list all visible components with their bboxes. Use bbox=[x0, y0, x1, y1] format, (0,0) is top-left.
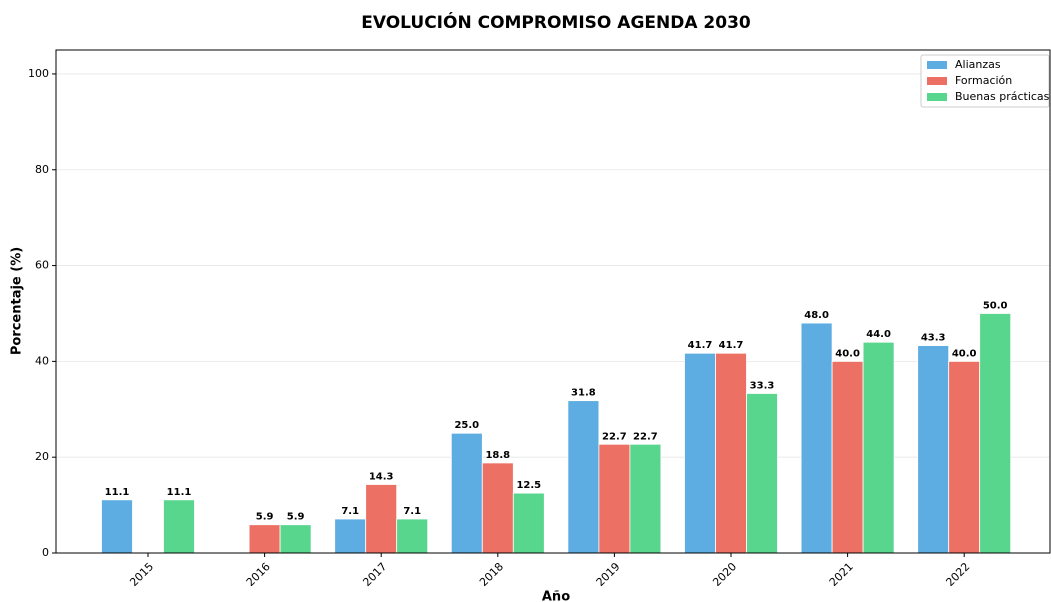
chart-title: EVOLUCIÓN COMPROMISO AGENDA 2030 bbox=[361, 11, 751, 33]
value-label: 31.8 bbox=[571, 388, 596, 399]
bar bbox=[101, 499, 133, 554]
y-tick-label: 60 bbox=[35, 259, 49, 272]
plot-frame bbox=[55, 49, 1051, 554]
bar bbox=[248, 524, 281, 554]
bar bbox=[334, 518, 367, 554]
value-label: 50.0 bbox=[983, 300, 1008, 311]
value-label: 14.3 bbox=[369, 471, 394, 482]
value-label: 43.3 bbox=[921, 333, 946, 344]
y-tick-label: 0 bbox=[42, 546, 49, 559]
x-tick-label: 2015 bbox=[127, 560, 156, 589]
y-axis-label: Porcentaje (%) bbox=[10, 247, 25, 355]
bar bbox=[684, 352, 716, 554]
legend-label: Buenas prácticas bbox=[955, 90, 1050, 103]
value-label: 22.7 bbox=[602, 431, 627, 442]
bar bbox=[746, 393, 778, 554]
x-tick-label: 2018 bbox=[477, 560, 506, 589]
value-label: 40.0 bbox=[835, 348, 860, 359]
value-label: 18.8 bbox=[485, 450, 510, 461]
x-tick-label: 2016 bbox=[244, 560, 273, 589]
legend-swatch bbox=[927, 61, 947, 69]
value-label: 25.0 bbox=[454, 420, 479, 431]
bar bbox=[481, 462, 514, 554]
bar bbox=[629, 443, 662, 554]
value-label: 41.7 bbox=[688, 340, 713, 351]
bar bbox=[800, 322, 833, 554]
x-tick-label: 2017 bbox=[360, 560, 389, 589]
legend-label: Alianzas bbox=[955, 58, 1001, 71]
bar bbox=[396, 518, 429, 554]
y-tick-label: 100 bbox=[28, 67, 49, 80]
bar bbox=[948, 360, 981, 554]
bar bbox=[862, 341, 895, 554]
bar bbox=[598, 443, 631, 554]
legend-label: Formación bbox=[955, 74, 1012, 87]
y-tick-label: 80 bbox=[35, 163, 49, 176]
value-label: 11.1 bbox=[105, 487, 130, 498]
value-label: 11.1 bbox=[167, 487, 192, 498]
bar bbox=[365, 484, 398, 554]
x-tick-label: 2022 bbox=[943, 560, 972, 589]
y-tick-label: 40 bbox=[35, 354, 49, 367]
bar bbox=[450, 432, 483, 554]
legend-swatch bbox=[927, 77, 947, 85]
x-axis-label: Año bbox=[542, 590, 570, 602]
value-label: 12.5 bbox=[516, 480, 541, 491]
x-tick-label: 2019 bbox=[594, 560, 623, 589]
bar bbox=[279, 524, 312, 554]
legend-swatch bbox=[927, 93, 947, 101]
value-label: 7.1 bbox=[403, 506, 421, 517]
y-tick-label: 20 bbox=[35, 450, 49, 463]
value-label: 5.9 bbox=[287, 512, 305, 523]
value-label: 41.7 bbox=[719, 340, 744, 351]
value-label: 40.0 bbox=[952, 348, 977, 359]
value-label: 22.7 bbox=[633, 431, 658, 442]
value-label: 7.1 bbox=[341, 506, 359, 517]
bar bbox=[715, 352, 747, 554]
x-tick-label: 2021 bbox=[827, 560, 856, 589]
value-label: 44.0 bbox=[866, 329, 891, 340]
bar bbox=[567, 400, 600, 554]
bar bbox=[979, 313, 1012, 554]
bar bbox=[163, 499, 195, 554]
bar bbox=[831, 360, 864, 554]
bar bbox=[512, 492, 545, 554]
x-tick-label: 2020 bbox=[710, 560, 739, 589]
legend-box bbox=[920, 54, 1050, 108]
value-label: 33.3 bbox=[750, 380, 775, 391]
value-label: 5.9 bbox=[256, 512, 274, 523]
bar bbox=[917, 345, 950, 554]
value-label: 48.0 bbox=[804, 310, 829, 321]
